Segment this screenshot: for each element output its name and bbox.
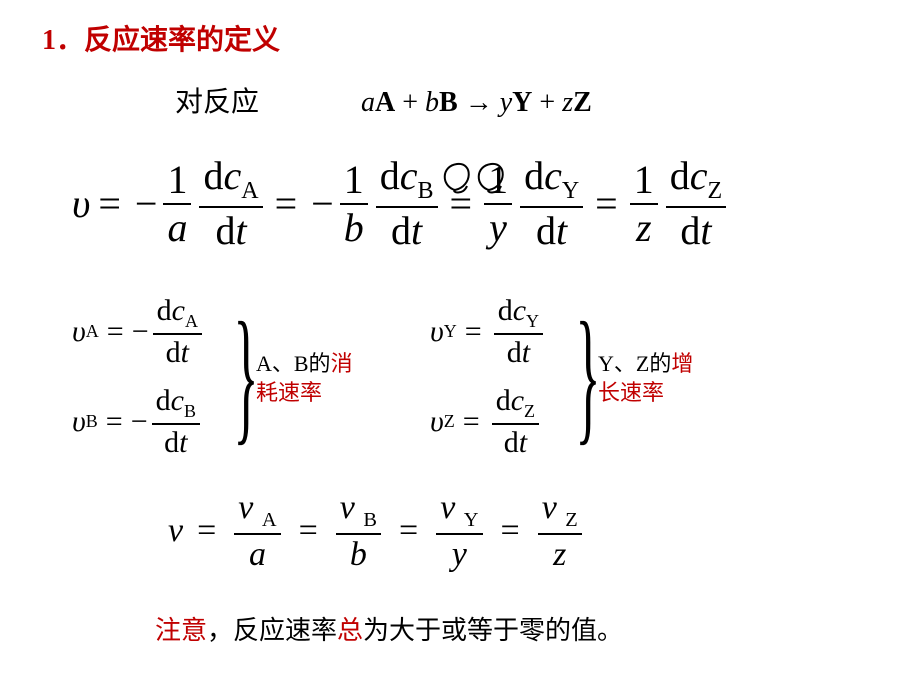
brace-left-icon: } [233,300,258,450]
plus-2: + [532,87,562,118]
minus-2: − [311,180,334,227]
reaction-prefix: 对反应 [175,87,259,118]
frac-1z: 1 z [630,159,658,249]
frac-dcb: dcB dt [376,155,438,252]
dca-den: dt [211,210,250,252]
brace-right-icon: } [575,300,600,450]
note-lead: 注意 [155,616,207,645]
frac-dca: ddccA dt [199,155,262,252]
frac-1b: 1 b [340,159,368,249]
frac-1y: 1 y [484,159,512,249]
heading-text: 反应速率的定义 [84,25,280,56]
ratio-equation: v = v A a = v B b = v Y y = v Z z [168,490,586,573]
note-mid1: ，反应速率 [207,616,337,645]
minus-1: − [135,180,158,227]
note-mid2: 为大于或等于零的值。 [363,616,623,645]
rate-vy: υY = dcY dt [430,295,547,368]
heading-number: 1． [42,25,84,56]
equals-3: = [450,180,473,227]
frac-vb-b: v B b [336,490,381,573]
rate-vb: υB = − dcB dt [72,385,204,458]
note-emph: 总 [337,616,363,645]
equals-4: = [595,180,618,227]
coef-b: b [425,87,439,118]
species-Y: Y [512,87,532,118]
frac-dcy: dcY dt [520,155,583,252]
frac-dcz: dcZ dt [666,155,726,252]
frac-vy-y: v Y y [436,490,482,573]
plus-1: + [395,87,425,118]
rate-va: υA = − dcA dt [72,295,206,368]
coef-z: z [562,87,573,118]
equals-2: = [275,180,298,227]
reaction-line: 对反应 aA + bB → yY + zZ [175,80,592,120]
species-Z: Z [573,87,592,118]
label-production: Y、Z的增长速率 [598,350,708,407]
symbol-v: υ [72,180,90,227]
frac-vz-z: v Z z [538,490,582,573]
note-line: 注意，反应速率总为大于或等于零的值。 [155,610,623,647]
num-1a: 1 [163,159,191,201]
arrow: → [458,87,500,118]
equals-1: = [98,180,121,227]
frac-va-a: v A a [234,490,280,573]
coef-a: a [361,87,375,118]
den-a: a [163,207,191,249]
label-consumption: A、B的消耗速率 [256,350,366,407]
dca-num: ddccA [199,155,262,204]
main-rate-equation: υ = − 1 a ddccA dt = − 1 b dcB dt = 1 y … [72,155,730,252]
section-heading: 1．反应速率的定义 [42,18,280,58]
species-A: A [375,87,395,118]
coef-y: y [500,87,512,118]
frac-1a: 1 a [163,159,191,249]
rate-vz: υZ = dcZ dt [430,385,543,458]
species-B: B [439,87,458,118]
